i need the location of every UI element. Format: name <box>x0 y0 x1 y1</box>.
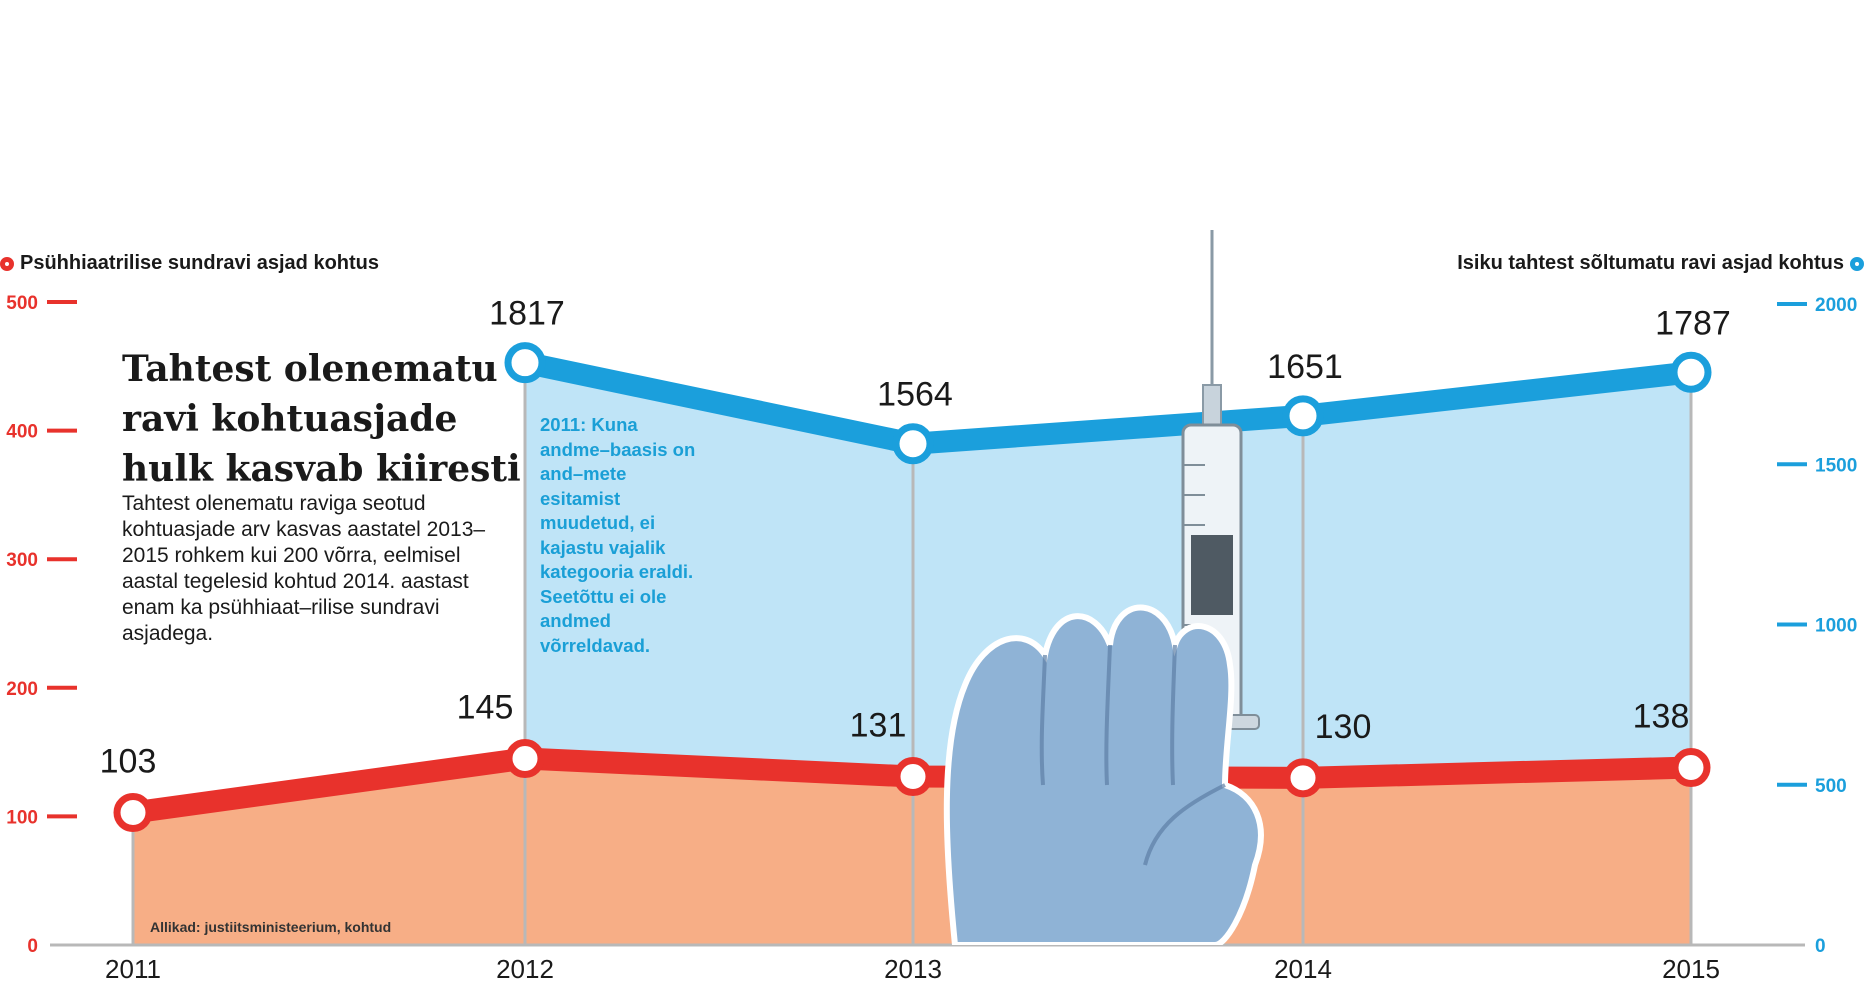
left-tick-label: 100 <box>6 807 38 828</box>
x-tick-label-2013: 2013 <box>884 954 942 984</box>
legend-left-label: Psühhiaatrilise sundravi asjad kohtus <box>20 252 380 274</box>
blue-point-2013 <box>892 423 934 465</box>
blue-value-label-2013: 1564 <box>877 376 953 414</box>
blue-point-2012 <box>504 342 546 384</box>
blue-point-2015 <box>1670 351 1712 393</box>
legend-right: Isiku tahtest sõltumatu ravi asjad kohtu… <box>1457 252 1864 275</box>
blue-point-2014 <box>1282 395 1324 437</box>
legend-left-marker-icon <box>0 256 14 271</box>
left-tick-label: 300 <box>6 550 38 571</box>
red-point-2012 <box>505 739 545 779</box>
right-tick-label: 1000 <box>1815 616 1857 637</box>
legend-right-label: Isiku tahtest sõltumatu ravi asjad kohtu… <box>1457 252 1844 274</box>
right-tick-label: 2000 <box>1815 295 1857 316</box>
body-text: Tahtest olenematu raviga seotud kohtuasj… <box>122 492 486 645</box>
red-value-label-2015: 138 <box>1633 698 1690 736</box>
right-tick-label: 0 <box>1815 936 1826 957</box>
red-value-label-2014: 130 <box>1315 708 1372 746</box>
comparability-note: 2011: Kuna andme–baasis on and–mete esit… <box>540 414 696 656</box>
legend-right-marker-icon <box>1850 256 1864 271</box>
blue-area <box>525 362 1691 778</box>
x-tick-label-2011: 2011 <box>105 954 161 984</box>
left-tick-label: 0 <box>27 936 38 957</box>
blue-value-label-2015: 1787 <box>1655 304 1731 342</box>
x-tick-label-2014: 2014 <box>1274 954 1332 984</box>
red-value-label-2012: 145 <box>457 689 514 727</box>
syringe-glove-icon <box>925 225 1315 948</box>
red-point-2011 <box>113 793 153 833</box>
red-point-2015 <box>1671 748 1711 788</box>
right-tick-label: 1500 <box>1815 455 1857 476</box>
red-value-label-2011: 103 <box>100 743 157 781</box>
headline: Tahtest olenematu ravi kohtuasjade hulk … <box>122 348 521 490</box>
x-tick-label-2012: 2012 <box>496 954 554 984</box>
red-point-2013 <box>893 757 933 797</box>
red-point-2014 <box>1283 758 1323 798</box>
x-tick-label-2015: 2015 <box>1662 954 1720 984</box>
left-tick-label: 500 <box>6 293 38 314</box>
blue-value-label-2014: 1651 <box>1267 348 1343 386</box>
blue-value-label-2012: 1817 <box>489 295 565 333</box>
series-line-blue <box>522 351 1693 455</box>
source-note: Allikad: justiitsministeerium, kohtud <box>150 919 392 935</box>
red-value-label-2013: 131 <box>850 707 907 745</box>
legend-left: Psühhiaatrilise sundravi asjad kohtus <box>0 252 379 275</box>
left-tick-label: 200 <box>6 679 38 700</box>
left-tick-label: 400 <box>6 422 38 443</box>
right-tick-label: 500 <box>1815 776 1847 797</box>
